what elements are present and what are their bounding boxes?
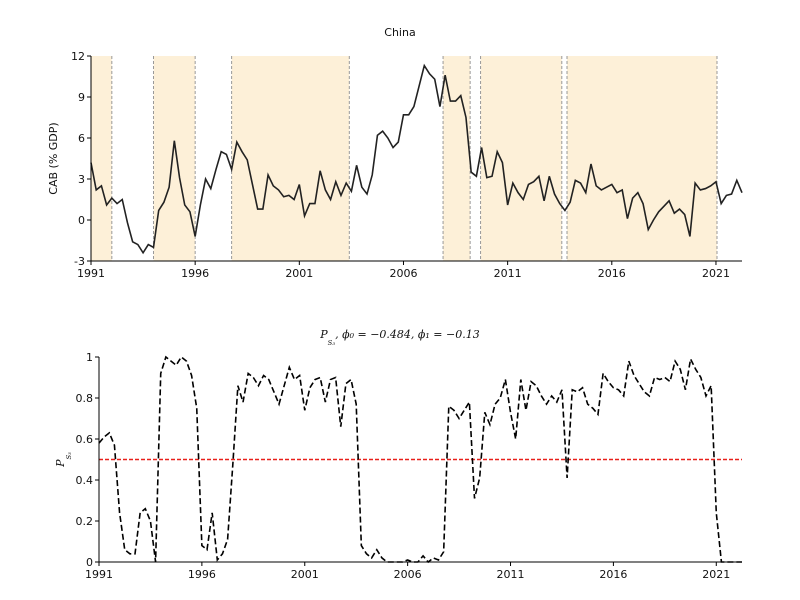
x-tick-label: 2006 xyxy=(394,568,422,581)
x-tick-label: 2001 xyxy=(285,267,313,280)
x-tick-label: 2016 xyxy=(599,568,627,581)
y-tick-label: 3 xyxy=(78,173,85,186)
x-tick-label: 2021 xyxy=(702,568,730,581)
regime-band xyxy=(153,56,196,261)
x-tick-label: 2016 xyxy=(598,267,626,280)
y-tick-label: 0 xyxy=(86,556,93,569)
x-tick-label: 2006 xyxy=(389,267,417,280)
data-line xyxy=(90,63,743,255)
x-tick-label: 2021 xyxy=(702,267,730,280)
x-tick-label: 2001 xyxy=(291,568,319,581)
regime-band xyxy=(480,56,562,261)
chart-title: China xyxy=(384,26,415,39)
x-tick-label: 2011 xyxy=(497,568,525,581)
chart-title: PS₃, ϕ₀ = −0.484, ϕ₁ = −0.13 xyxy=(319,328,479,347)
regime-band xyxy=(567,56,718,261)
y-tick-label: 0.4 xyxy=(76,474,94,487)
text-part: S₃ xyxy=(328,339,336,347)
x-tick-label: 2011 xyxy=(494,267,522,280)
x-tick-label: 1996 xyxy=(188,568,216,581)
y-tick-label: 6 xyxy=(78,132,85,145)
text-part: S₃ xyxy=(65,452,73,460)
x-tick-label: 1991 xyxy=(85,568,113,581)
regime-band xyxy=(231,56,350,261)
y-tick-label: 0.6 xyxy=(76,433,94,446)
y-tick-label: -3 xyxy=(74,255,85,268)
x-tick-label: 1991 xyxy=(77,267,105,280)
x-tick-label: 1996 xyxy=(181,267,209,280)
y-tick-label: 1 xyxy=(86,351,93,364)
text-part: P xyxy=(319,328,328,341)
text-part: , ϕ₀ = −0.484, ϕ₁ = −0.13 xyxy=(335,328,480,341)
y-tick-label: 0.2 xyxy=(76,515,94,528)
y-tick-label: 9 xyxy=(78,91,85,104)
y-tick-label: 0 xyxy=(78,214,85,227)
y-tick-label: 0.8 xyxy=(76,392,94,405)
text-part: P xyxy=(54,459,67,468)
y-axis-label: CAB (% GDP) xyxy=(47,122,60,194)
y-axis-label: PS₃ xyxy=(54,452,73,468)
y-tick-label: 12 xyxy=(71,50,85,63)
regime-band xyxy=(91,56,112,261)
